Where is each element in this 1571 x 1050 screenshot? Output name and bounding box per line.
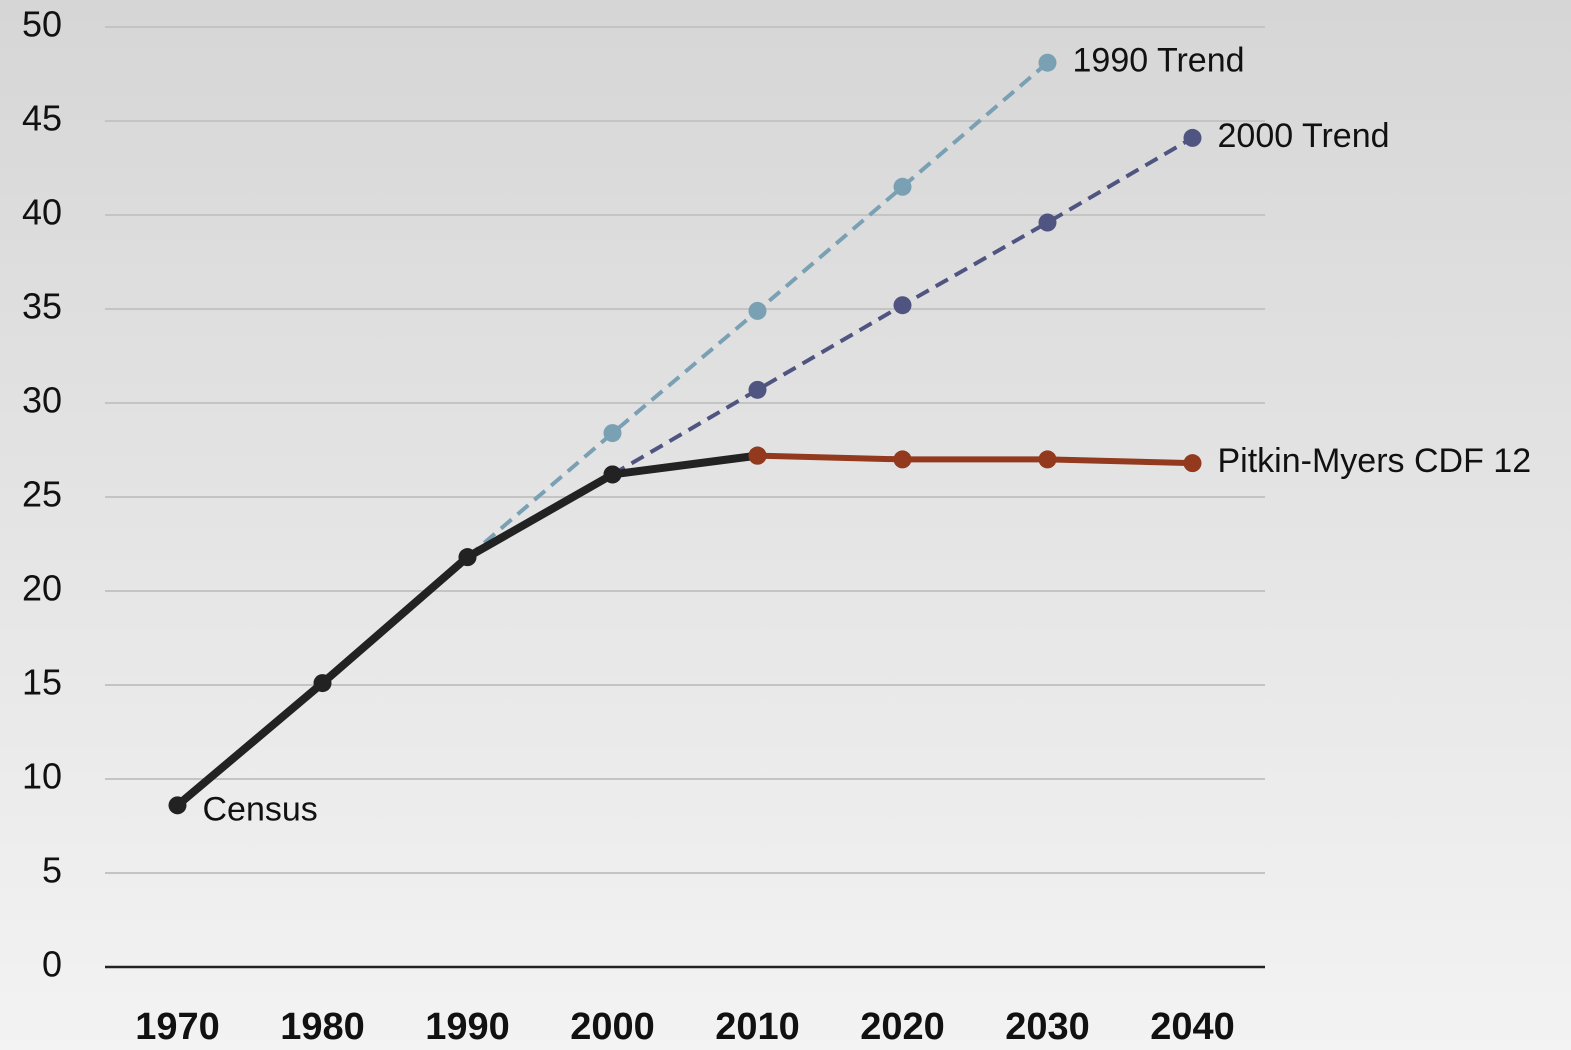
x-tick-label: 1970 <box>135 1006 220 1048</box>
y-tick-label: 0 <box>42 944 62 985</box>
y-tick-label: 35 <box>22 286 62 327</box>
series-label: Census <box>203 790 318 828</box>
series-marker <box>1038 53 1057 72</box>
y-tick-label: 45 <box>22 98 62 139</box>
series-marker <box>1038 450 1057 469</box>
y-tick-label: 20 <box>22 568 62 609</box>
series-marker <box>1183 128 1202 147</box>
series-label: 2000 Trend <box>1218 117 1390 155</box>
series-marker <box>458 548 477 567</box>
y-tick-label: 15 <box>22 662 62 703</box>
x-tick-label: 2000 <box>570 1006 655 1048</box>
x-tick-label: 2020 <box>860 1006 945 1048</box>
series-marker <box>748 380 767 399</box>
series-marker <box>748 446 767 465</box>
x-tick-label: 2040 <box>1150 1006 1235 1048</box>
series-marker <box>168 796 187 815</box>
x-tick-label: 2010 <box>715 1006 800 1048</box>
series-marker <box>1038 213 1057 232</box>
y-tick-label: 25 <box>22 474 62 515</box>
series-marker <box>893 177 912 196</box>
x-tick-label: 1990 <box>425 1006 510 1048</box>
series-marker <box>1183 454 1202 473</box>
series-marker <box>603 424 622 443</box>
y-tick-label: 40 <box>22 192 62 233</box>
series-line <box>174 451 759 809</box>
series-label: 1990 Trend <box>1073 42 1245 80</box>
series-marker <box>748 301 767 320</box>
series-marker <box>313 674 332 693</box>
y-tick-label: 5 <box>42 850 62 891</box>
series-marker <box>893 450 912 469</box>
series-marker <box>893 296 912 315</box>
series-marker <box>603 465 622 484</box>
x-tick-label: 2030 <box>1005 1006 1090 1048</box>
y-tick-label: 10 <box>22 756 62 797</box>
series-label: Pitkin-Myers CDF 12 <box>1218 442 1532 480</box>
y-tick-label: 50 <box>22 4 62 45</box>
x-tick-label: 1980 <box>280 1006 365 1048</box>
series-line <box>757 452 1193 467</box>
y-tick-label: 30 <box>22 380 62 421</box>
